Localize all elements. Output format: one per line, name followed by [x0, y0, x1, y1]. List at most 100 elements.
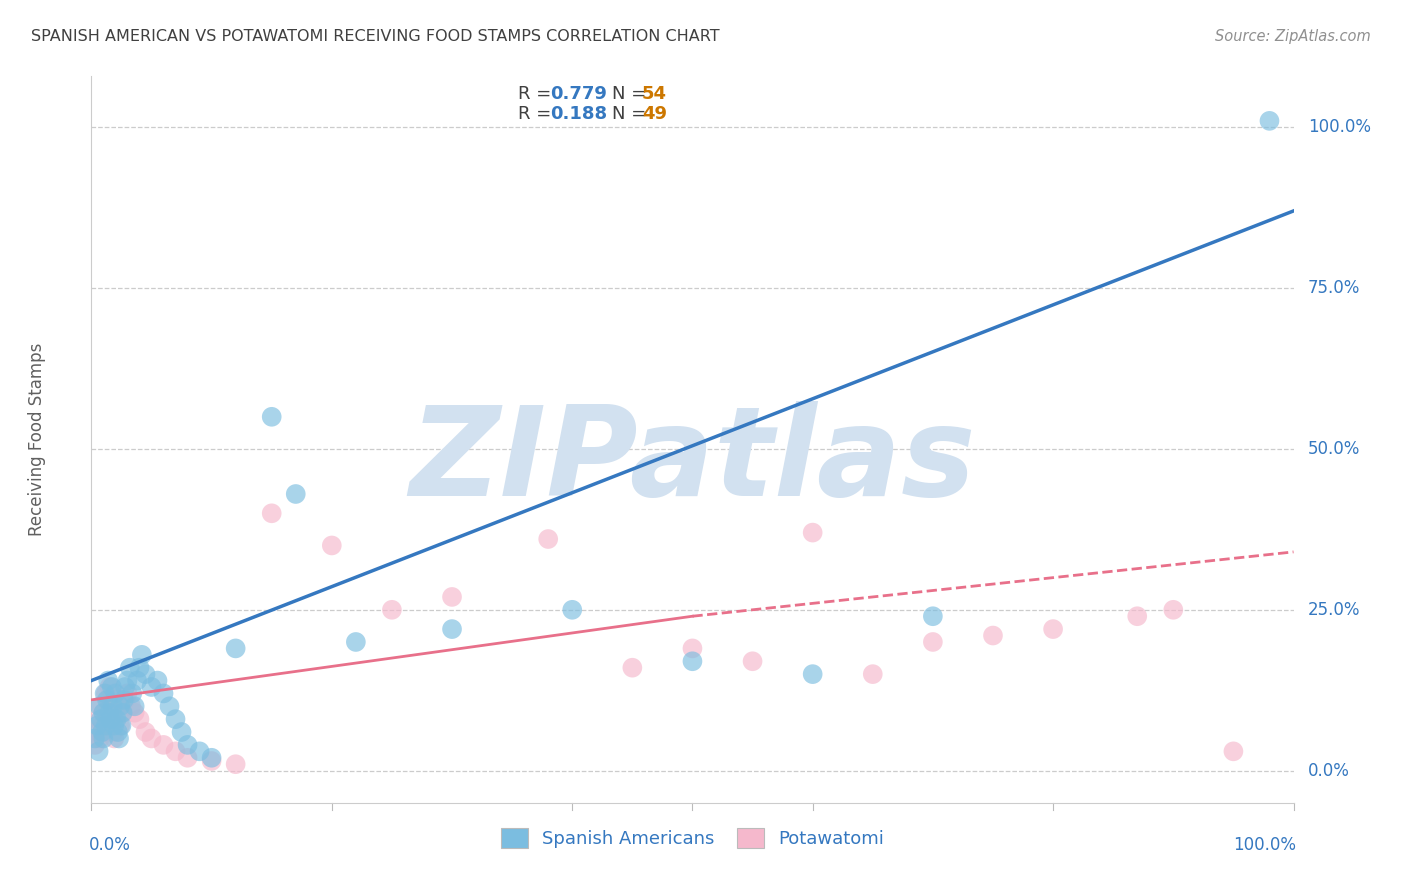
- Point: [152, 686, 174, 700]
- Text: Receiving Food Stamps: Receiving Food Stamps: [28, 343, 46, 536]
- Point: [1161, 603, 1184, 617]
- Point: [801, 525, 824, 540]
- Point: [94, 718, 117, 732]
- Point: [96, 693, 118, 707]
- Point: [110, 699, 132, 714]
- Point: [1126, 609, 1149, 624]
- Point: [84, 731, 107, 746]
- Point: [91, 718, 114, 732]
- Point: [440, 622, 463, 636]
- Text: 0.779: 0.779: [551, 85, 607, 103]
- Point: [104, 712, 127, 726]
- Point: [107, 725, 129, 739]
- Point: [90, 712, 112, 726]
- Point: [97, 693, 120, 707]
- Point: [134, 725, 156, 739]
- Point: [104, 686, 127, 700]
- Point: [176, 738, 198, 752]
- Point: [165, 712, 187, 726]
- Point: [1258, 113, 1281, 128]
- Point: [152, 738, 174, 752]
- Point: [260, 506, 283, 520]
- Text: 100.0%: 100.0%: [1233, 836, 1296, 854]
- Point: [98, 706, 121, 720]
- Point: [200, 754, 222, 768]
- Point: [862, 667, 884, 681]
- Point: [141, 731, 163, 746]
- Point: [98, 680, 121, 694]
- Text: ZIPatlas: ZIPatlas: [409, 401, 976, 522]
- Point: [100, 712, 122, 726]
- Text: 100.0%: 100.0%: [1308, 119, 1371, 136]
- Point: [922, 609, 945, 624]
- Point: [801, 667, 824, 681]
- Point: [110, 718, 132, 732]
- Point: [440, 590, 463, 604]
- Text: 54: 54: [643, 85, 666, 103]
- Text: R =: R =: [519, 104, 551, 122]
- Point: [981, 628, 1004, 642]
- Point: [86, 725, 108, 739]
- Point: [170, 725, 193, 739]
- Point: [93, 731, 115, 746]
- Point: [93, 706, 115, 720]
- Point: [105, 712, 128, 726]
- Point: [124, 699, 146, 714]
- Point: [108, 731, 131, 746]
- Point: [120, 699, 142, 714]
- Point: [94, 686, 117, 700]
- Text: 25.0%: 25.0%: [1308, 601, 1361, 619]
- Point: [621, 661, 644, 675]
- Point: [101, 706, 124, 720]
- Point: [537, 532, 560, 546]
- Text: 0.0%: 0.0%: [1308, 762, 1350, 780]
- Point: [124, 706, 146, 720]
- Point: [146, 673, 169, 688]
- Point: [96, 712, 118, 726]
- Point: [101, 699, 124, 714]
- Point: [86, 718, 108, 732]
- Point: [922, 635, 945, 649]
- Point: [225, 641, 247, 656]
- Point: [110, 718, 132, 732]
- Point: [111, 706, 134, 720]
- Point: [112, 693, 135, 707]
- Point: [125, 673, 148, 688]
- Point: [165, 744, 187, 758]
- Point: [1222, 744, 1244, 758]
- Point: [93, 706, 115, 720]
- Point: [681, 654, 703, 668]
- Point: [93, 686, 115, 700]
- Point: [141, 680, 163, 694]
- Text: 75.0%: 75.0%: [1308, 279, 1361, 297]
- Point: [101, 680, 124, 694]
- Text: N =: N =: [612, 104, 647, 122]
- Point: [103, 731, 125, 746]
- Text: 49: 49: [643, 104, 666, 122]
- Point: [741, 654, 763, 668]
- Text: N =: N =: [612, 85, 647, 103]
- Point: [84, 738, 107, 752]
- Text: 50.0%: 50.0%: [1308, 440, 1361, 458]
- Point: [681, 641, 703, 656]
- Legend: Spanish Americans, Potawatomi: Spanish Americans, Potawatomi: [491, 818, 894, 859]
- Point: [284, 487, 307, 501]
- Point: [121, 686, 143, 700]
- Point: [90, 699, 112, 714]
- Point: [111, 706, 134, 720]
- Point: [89, 699, 111, 714]
- Point: [87, 744, 110, 758]
- Point: [561, 603, 583, 617]
- Point: [114, 693, 136, 707]
- Point: [118, 661, 141, 675]
- Point: [225, 757, 247, 772]
- Point: [1042, 622, 1064, 636]
- Point: [117, 686, 139, 700]
- Point: [131, 648, 153, 662]
- Point: [89, 731, 111, 746]
- Text: R =: R =: [519, 85, 551, 103]
- Point: [91, 725, 114, 739]
- Text: SPANISH AMERICAN VS POTAWATOMI RECEIVING FOOD STAMPS CORRELATION CHART: SPANISH AMERICAN VS POTAWATOMI RECEIVING…: [31, 29, 720, 44]
- Point: [159, 699, 181, 714]
- Point: [188, 744, 211, 758]
